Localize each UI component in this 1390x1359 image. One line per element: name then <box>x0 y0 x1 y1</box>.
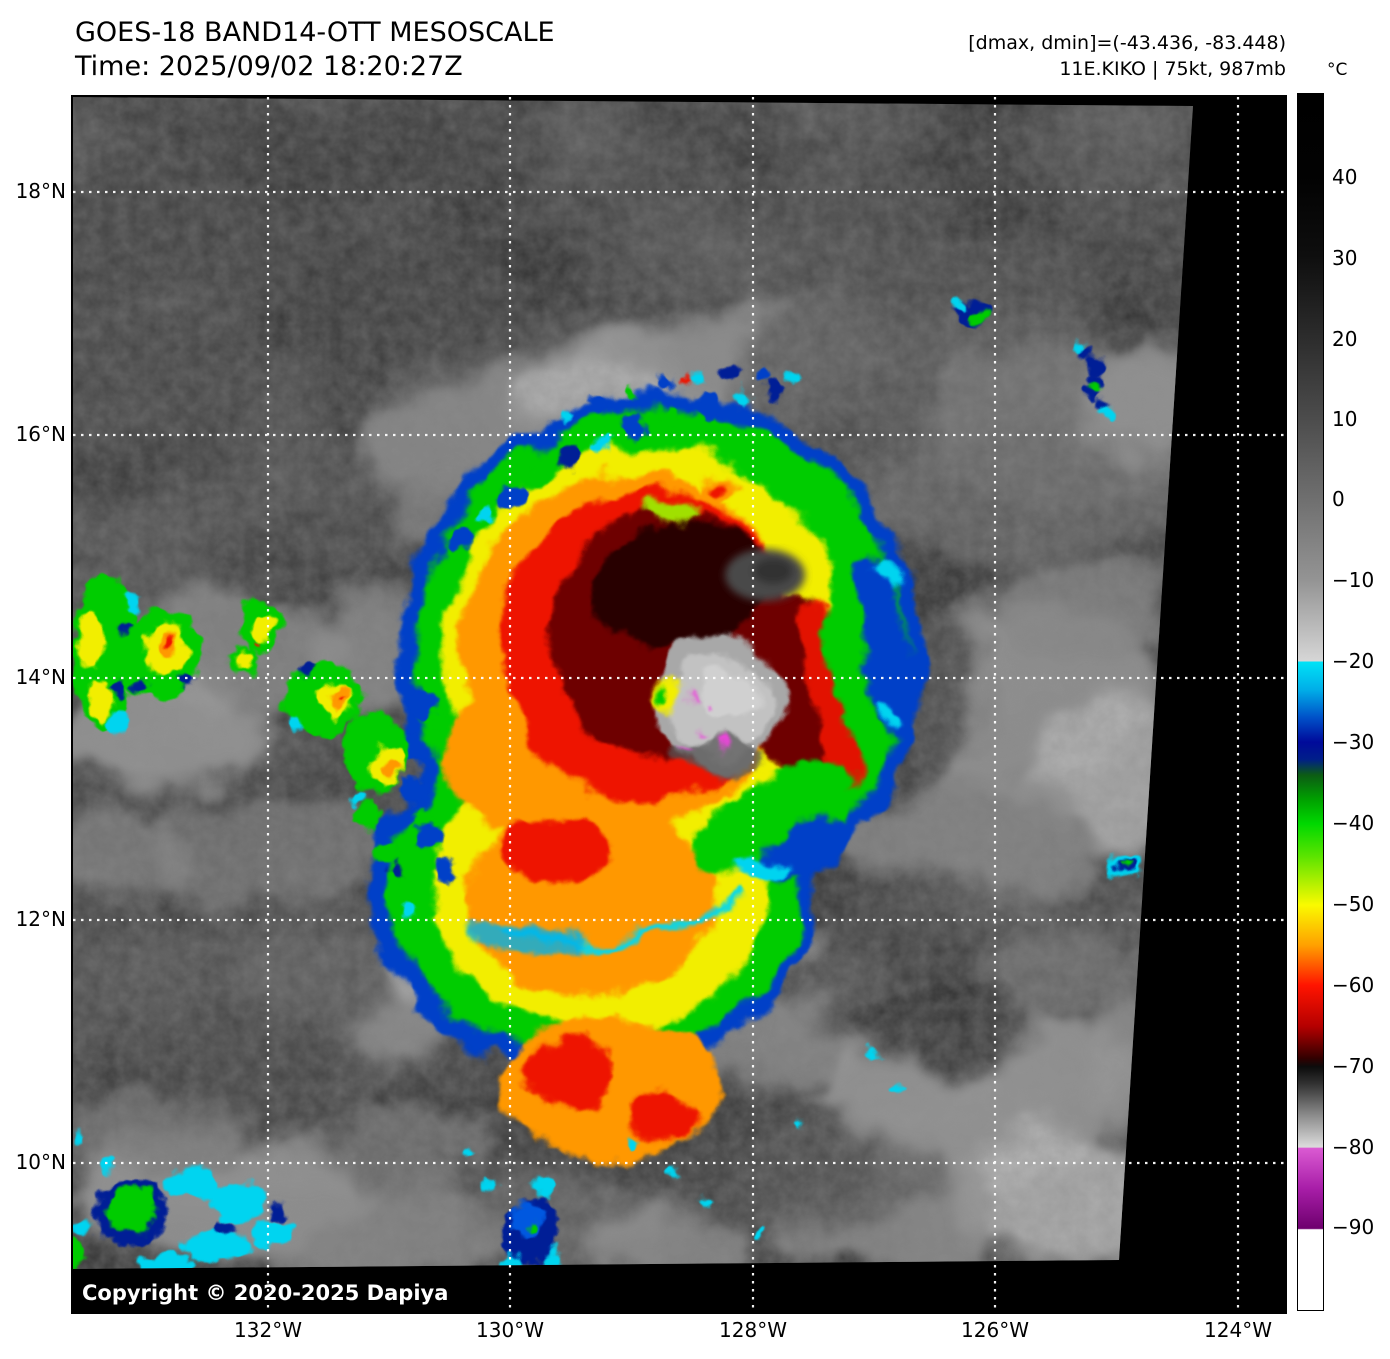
lat-label-16n: 16°N <box>15 422 66 446</box>
colorbar-tick: −10 <box>1332 568 1375 592</box>
lon-label-130w: 130°W <box>476 1318 544 1342</box>
lat-label-14n: 14°N <box>15 665 66 689</box>
scan-sector <box>73 97 1193 1269</box>
lon-label-124w: 124°W <box>1204 1318 1272 1342</box>
satellite-image <box>73 97 1285 1312</box>
colorbar-tick: 10 <box>1332 407 1358 431</box>
colorbar-unit: °C <box>1327 60 1348 80</box>
colorbar-tick: −90 <box>1332 1215 1375 1239</box>
page-subtitle: Time: 2025/09/02 18:20:27Z <box>75 51 463 82</box>
satellite-map: Copyright © 2020-2025 Dapiya <box>71 95 1287 1314</box>
colorbar-tick: −40 <box>1332 811 1375 835</box>
colorbar-tick: 0 <box>1332 487 1345 511</box>
dry-slot <box>725 549 805 601</box>
colorbar-tick: −70 <box>1332 1054 1375 1078</box>
colorbar-tick: −30 <box>1332 730 1375 754</box>
title-block: GOES-18 BAND14-OTT MESOSCALE Time: 2025/… <box>75 16 555 84</box>
colorbar-tick: 20 <box>1332 327 1358 351</box>
copyright: Copyright © 2020-2025 Dapiya <box>82 1281 449 1305</box>
header-right: [dmax, dmin]=(-43.436, -83.448) 11E.KIKO… <box>968 30 1286 82</box>
lon-label-126w: 126°W <box>961 1318 1029 1342</box>
page-title: GOES-18 BAND14-OTT MESOSCALE <box>75 17 555 48</box>
lon-label-128w: 128°W <box>719 1318 787 1342</box>
colorbar-tick: −20 <box>1332 649 1375 673</box>
lon-label-132w: 132°W <box>234 1318 302 1342</box>
lat-label-10n: 10°N <box>15 1150 66 1174</box>
colorbar-tick: 30 <box>1332 246 1358 270</box>
lat-label-18n: 18°N <box>15 179 66 203</box>
dmax-dmin-readout: [dmax, dmin]=(-43.436, -83.448) <box>968 32 1286 54</box>
temperature-colorbar <box>1297 93 1324 1311</box>
colorbar-tick: −60 <box>1332 973 1375 997</box>
graticule <box>73 97 1285 1312</box>
colorbar-tick: 40 <box>1332 165 1358 189</box>
lat-label-12n: 12°N <box>15 907 66 931</box>
convective-cells <box>73 300 1141 1269</box>
colorbar-tick: −80 <box>1332 1135 1375 1159</box>
storm-info: 11E.KIKO | 75kt, 987mb <box>1059 58 1286 80</box>
colorbar-tick: −50 <box>1332 892 1375 916</box>
hurricane-core <box>366 394 923 1157</box>
